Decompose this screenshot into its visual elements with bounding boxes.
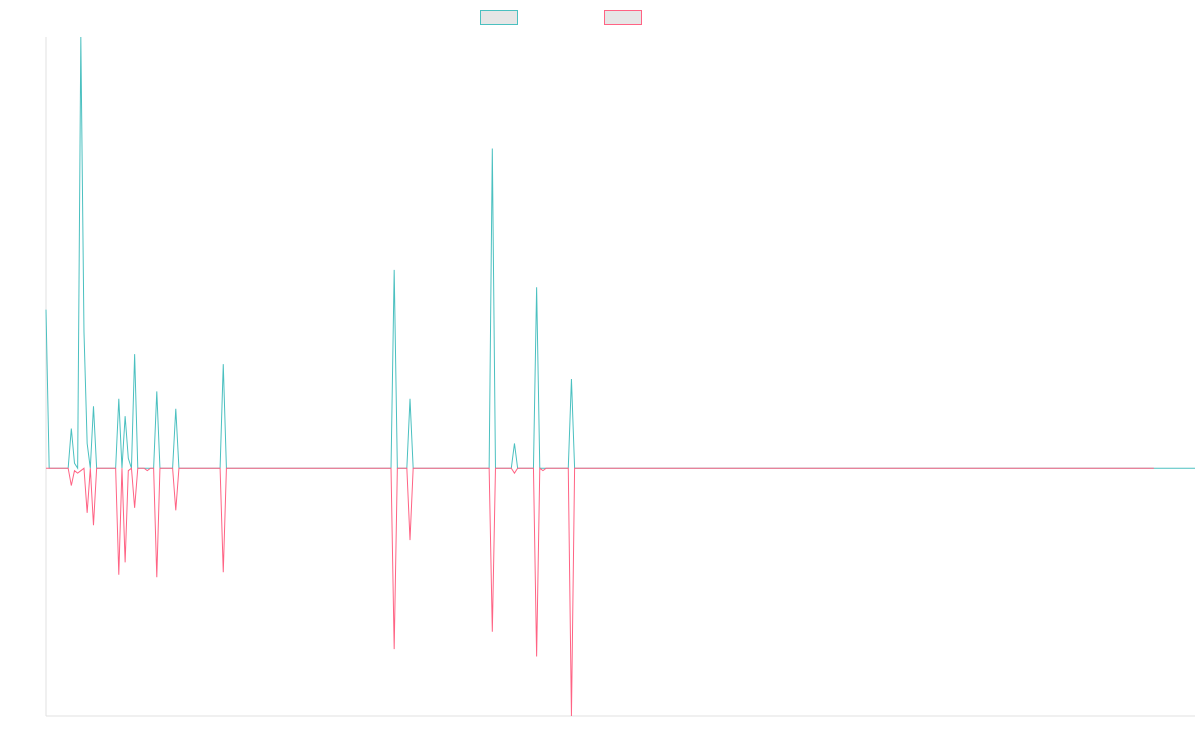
legend-item-series-2[interactable] <box>604 9 648 25</box>
legend-item-series-1[interactable] <box>480 9 524 25</box>
series-line-1[interactable] <box>45 36 1195 470</box>
legend-swatch-series-2 <box>604 9 642 25</box>
legend-swatch-series-1 <box>480 9 518 25</box>
series-line-2[interactable] <box>46 467 1154 717</box>
chart-legend <box>0 9 1200 27</box>
